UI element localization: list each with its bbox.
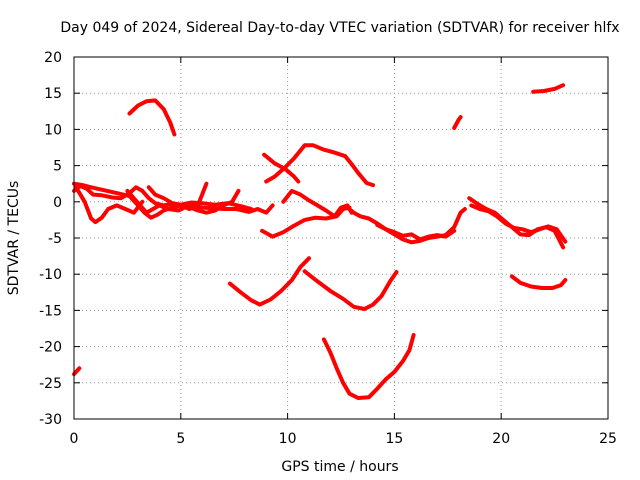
series-line-s7 <box>127 98 177 137</box>
y-tick-label: 5 <box>53 159 62 175</box>
y-tick-label: -20 <box>39 340 62 356</box>
series-line-s12 <box>227 256 311 307</box>
x-tick-labels: 0 5 10 15 20 25 <box>70 431 617 447</box>
y-tick-label: -30 <box>39 412 62 428</box>
x-tick-label: 25 <box>599 431 617 447</box>
series-line-s14 <box>321 333 416 400</box>
y-tick-labels: 20 15 10 5 0 -5 -10 -15 -20 -25 -30 <box>39 50 62 428</box>
y-tick-label: 20 <box>44 50 62 66</box>
y-axis-label: SDTVAR / TECUs <box>6 181 22 296</box>
series-line-s1 <box>72 366 82 377</box>
x-axis-label: GPS time / hours <box>281 459 398 475</box>
series-line-s13 <box>302 269 399 311</box>
series-line-s16 <box>375 223 457 242</box>
series-line-s5 <box>125 188 241 215</box>
y-tick-label: -10 <box>39 267 62 283</box>
series-line-s19 <box>467 196 566 250</box>
y-tick-label: 0 <box>53 195 62 211</box>
grid-lines <box>74 57 608 419</box>
series-layer <box>72 83 568 400</box>
series-line-s20 <box>509 274 568 290</box>
series-line-s8 <box>260 205 352 239</box>
series-line-s6 <box>146 185 254 211</box>
y-tick-label: -15 <box>39 303 62 319</box>
series-line-s15 <box>345 205 467 245</box>
x-tick-label: 10 <box>279 431 297 447</box>
y-tick-label: -25 <box>39 376 62 392</box>
x-tick-label: 0 <box>70 431 79 447</box>
y-tick-label: 10 <box>44 122 62 138</box>
series-line-s17 <box>452 115 463 130</box>
series-line-s21 <box>531 83 566 94</box>
x-tick-label: 5 <box>176 431 185 447</box>
series-line-s3 <box>74 185 145 225</box>
series-line-s9 <box>281 188 354 219</box>
y-tick-label: -5 <box>48 231 62 247</box>
axis-ticks <box>73 56 609 420</box>
y-tick-label: 15 <box>44 86 62 102</box>
x-tick-label: 15 <box>385 431 403 447</box>
series-line-s11 <box>262 152 301 184</box>
x-tick-label: 20 <box>492 431 510 447</box>
chart-title: Day 049 of 2024, Sidereal Day-to-day VTE… <box>60 20 619 36</box>
